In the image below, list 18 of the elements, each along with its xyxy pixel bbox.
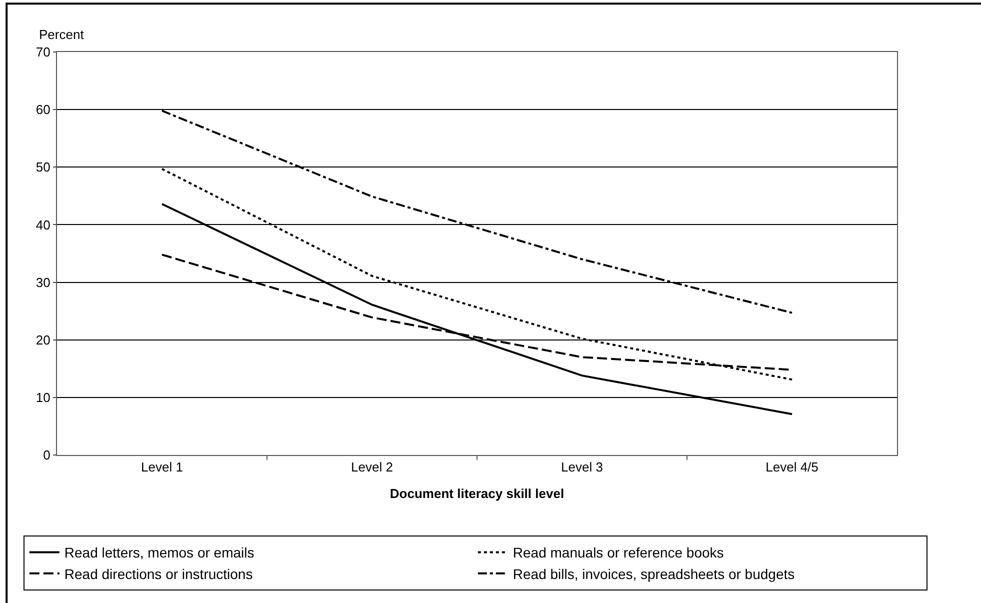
y-tick-label: 20 (36, 332, 50, 348)
y-tick-label: 40 (36, 217, 50, 232)
x-axis-title: Document literacy skill level (390, 486, 564, 502)
x-tick-label: Level 1 (141, 460, 183, 475)
y-tick-label: 0 (43, 448, 50, 463)
y-tick-label: 30 (36, 274, 50, 290)
y-tick-label: 10 (36, 390, 50, 405)
y-tick-label: 60 (36, 102, 50, 118)
x-tick-label: Level 3 (561, 460, 603, 475)
legend-label: Read manuals or reference books (512, 544, 724, 561)
x-tick-label: Level 4/5 (766, 460, 818, 475)
x-tick-label: Level 2 (351, 460, 393, 475)
legend-label: Read bills, invoices, spreadsheets or budgets (512, 566, 795, 582)
legend-label: Read directions or instructions (64, 566, 253, 582)
y-tick-label: 50 (36, 160, 50, 175)
legend-label: Read letters, memos or emails (64, 544, 254, 561)
y-axis-title: Percent (39, 27, 84, 42)
y-tick-label: 70 (36, 44, 50, 60)
